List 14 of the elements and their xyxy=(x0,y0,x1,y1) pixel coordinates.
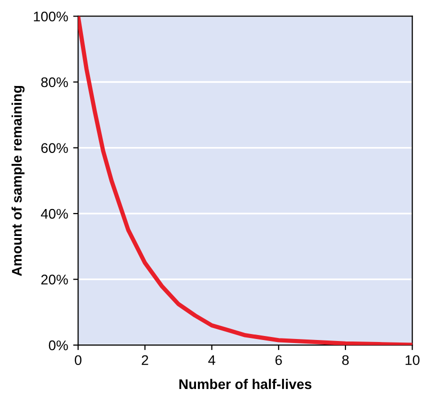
y-tick-label: 40% xyxy=(40,208,68,219)
y-tick-label: 0% xyxy=(48,340,68,350)
y-tick-label: 100% xyxy=(34,12,68,22)
x-tick-label: 2 xyxy=(142,355,148,365)
x-tick-label: 10 xyxy=(406,355,420,366)
x-axis-title: Number of half-lives xyxy=(179,378,312,390)
y-tick-label: 20% xyxy=(41,274,68,284)
x-tick-label: 4 xyxy=(208,355,216,365)
x-tick-label: 8 xyxy=(342,355,349,366)
y-tick-label: 80% xyxy=(41,77,68,88)
y-axis-title: Amount of sample remaining xyxy=(12,86,25,276)
x-tick-label: 0 xyxy=(74,355,82,366)
y-tick-label: 60% xyxy=(41,143,68,153)
x-tick-label: 6 xyxy=(275,355,282,366)
